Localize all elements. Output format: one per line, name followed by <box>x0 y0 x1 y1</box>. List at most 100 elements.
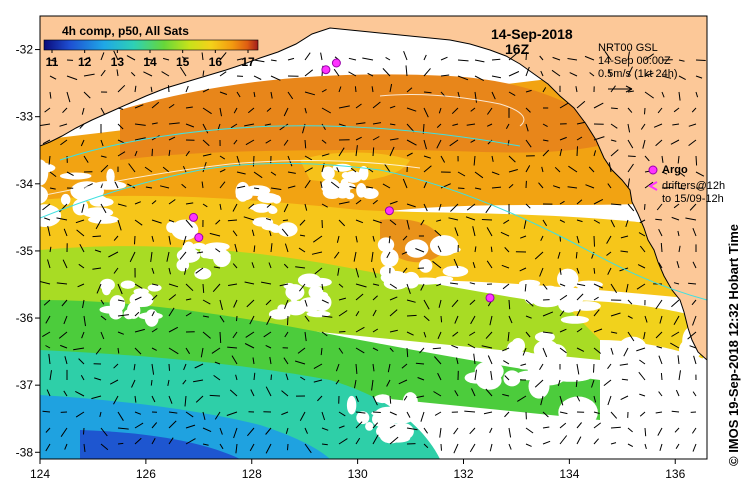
current-arrow <box>265 344 272 349</box>
current-arrow <box>265 139 272 144</box>
current-arrow <box>636 283 646 290</box>
current-arrow <box>182 379 187 385</box>
current-arrow <box>185 106 193 109</box>
current-arrow <box>166 251 170 262</box>
current-arrow <box>61 299 68 307</box>
current-arrow <box>449 139 459 147</box>
current-arrow <box>692 443 697 452</box>
current-arrow <box>552 185 561 189</box>
drifters-label: drifters@12h <box>662 180 725 192</box>
current-arrow <box>314 267 323 275</box>
current-arrow <box>202 203 208 208</box>
current-arrow <box>389 309 398 317</box>
current-arrow <box>338 331 346 333</box>
current-arrow <box>576 121 586 125</box>
current-arrow <box>423 91 432 94</box>
current-arrow <box>610 426 621 429</box>
current-arrow <box>525 123 529 132</box>
current-arrow <box>389 283 398 289</box>
current-arrow <box>117 347 120 354</box>
current-arrow <box>576 283 586 287</box>
current-arrow <box>593 267 596 274</box>
current-arrow <box>117 314 129 317</box>
current-arrow <box>451 107 459 115</box>
current-arrow <box>185 347 191 355</box>
current-arrow <box>644 155 650 162</box>
current-arrow <box>236 315 238 322</box>
current-arrow <box>610 312 621 317</box>
current-arrow <box>593 422 602 429</box>
current-arrow <box>338 105 350 109</box>
current-arrow <box>644 91 654 99</box>
current-arrow <box>350 167 357 173</box>
current-arrow <box>134 411 142 415</box>
current-arrow <box>285 427 289 434</box>
current-arrow <box>185 298 192 301</box>
current-arrow <box>644 443 647 450</box>
current-arrow <box>284 243 289 253</box>
current-arrow <box>637 264 646 269</box>
current-arrow <box>388 235 391 244</box>
current-arrow <box>438 203 442 211</box>
current-arrow <box>321 427 329 431</box>
current-arrow <box>95 219 102 230</box>
current-arrow <box>551 69 561 77</box>
current-arrow <box>474 246 477 253</box>
current-arrow <box>467 343 476 349</box>
current-arrow <box>674 427 680 433</box>
current-arrow <box>117 427 129 430</box>
current-arrow <box>678 245 681 253</box>
current-arrow <box>304 443 312 454</box>
current-arrow <box>168 326 179 333</box>
sst-band <box>120 74 620 160</box>
current-arrow <box>673 282 680 285</box>
current-arrow <box>658 262 663 269</box>
x-axis: 124 126 128 130 132 134 136 <box>30 459 686 481</box>
current-arrow <box>472 262 476 269</box>
current-arrow <box>389 296 398 301</box>
current-arrow <box>489 443 493 452</box>
x-tick-label: 130 <box>348 467 368 481</box>
current-arrow <box>279 283 289 287</box>
current-arrow <box>270 187 282 190</box>
current-arrow <box>607 183 612 189</box>
current-arrow <box>249 315 255 325</box>
current-arrow <box>151 395 156 403</box>
current-arrow <box>406 139 417 146</box>
current-arrow <box>502 283 510 290</box>
current-arrow <box>219 155 226 160</box>
current-arrow <box>297 347 306 354</box>
current-arrow <box>372 199 378 205</box>
scale-arrowhead-icon <box>625 85 633 93</box>
current-arrow <box>304 69 314 77</box>
current-arrow <box>185 411 194 418</box>
sst-band <box>560 300 707 360</box>
current-arrow <box>294 360 306 365</box>
y-tick-label: -33 <box>16 110 34 124</box>
current-arrow <box>355 199 362 205</box>
current-arrow <box>168 103 175 109</box>
current-arrow <box>542 139 549 142</box>
current-arrow <box>627 427 633 433</box>
current-arrow <box>235 374 238 381</box>
cloud-gap <box>192 242 206 250</box>
current-arrow <box>49 91 52 99</box>
current-arrow <box>593 219 601 224</box>
current-arrow <box>625 219 629 228</box>
current-arrow <box>236 171 246 175</box>
current-arrow <box>355 411 366 414</box>
cloud-gap <box>442 265 469 277</box>
current-arrow <box>100 299 105 305</box>
current-arrow <box>299 219 306 226</box>
current-arrow <box>453 443 459 454</box>
current-arrow <box>438 299 442 308</box>
colorbar-tick-label: 12 <box>78 55 92 69</box>
current-arrow <box>265 427 272 435</box>
current-arrow <box>253 245 256 253</box>
cloud-gap <box>270 226 282 233</box>
current-arrow <box>300 376 306 381</box>
current-arrow <box>266 315 272 326</box>
current-arrow <box>235 443 238 454</box>
current-arrow <box>338 147 345 157</box>
current-arrow <box>576 347 585 352</box>
